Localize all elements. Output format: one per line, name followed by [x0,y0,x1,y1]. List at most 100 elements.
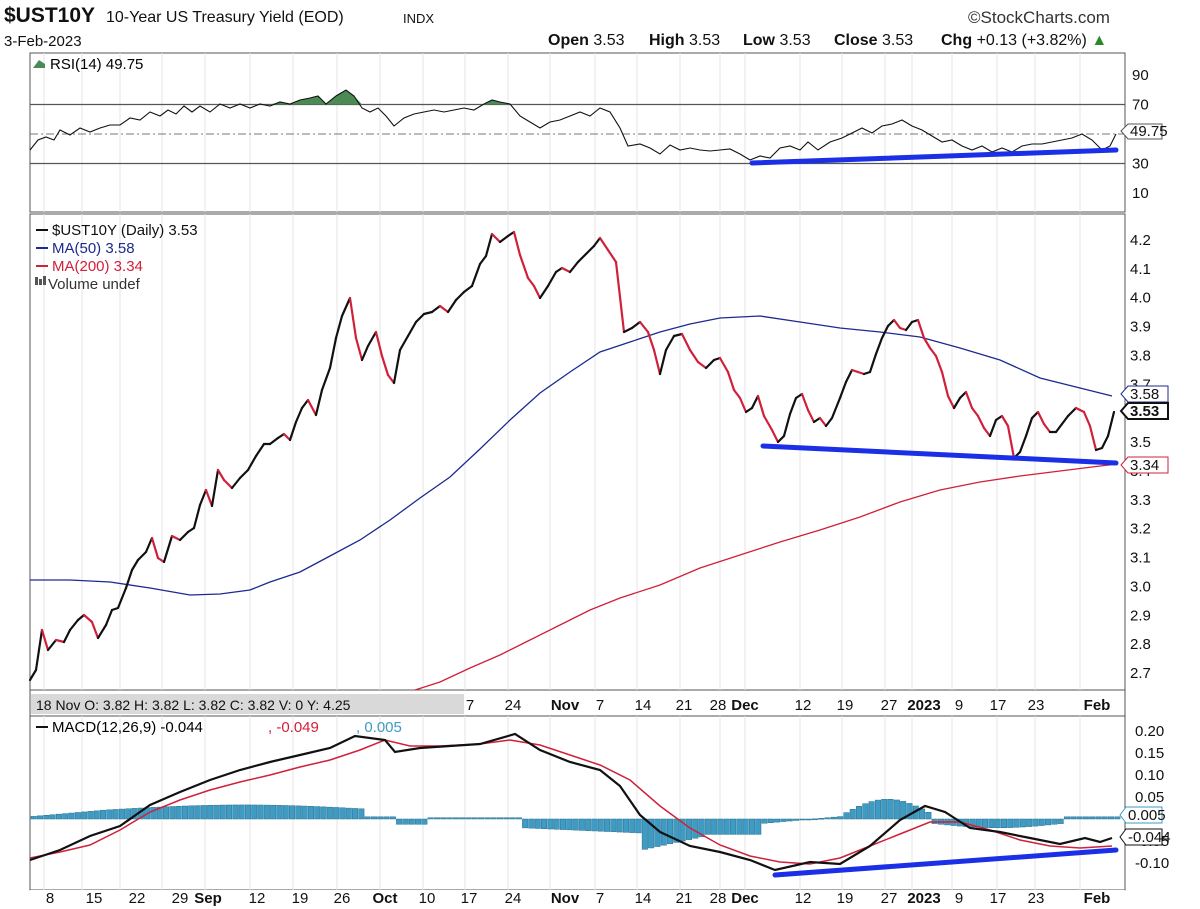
bottom-date-label: 7 [596,890,604,907]
macd-hist-bar [1082,816,1089,820]
macd-trendline [772,847,1119,878]
macd-hist-bar [465,817,472,820]
price-segment [994,414,1004,422]
macd-hist-bar [1108,816,1115,820]
rsi-value-badge [1120,123,1163,140]
mid-date-label: Dec [731,697,759,714]
price-segment [940,370,950,398]
macd-hist-bar [774,818,781,823]
macd-hist-bar [667,818,674,845]
price-segment [1030,410,1040,420]
ma200-line [414,463,1119,691]
price-segment [1054,422,1064,434]
price-segment [812,416,822,424]
price-tick-label: 2.8 [1130,636,1151,653]
price-segment [638,320,650,334]
macd-hist-bar [188,805,195,820]
macd-hist-bar [118,808,125,820]
price-segment [672,332,684,338]
bottom-date-label: 19 [292,890,309,907]
chart-symbol: $UST10Y [4,4,96,27]
macd-hist-bar [591,818,598,832]
price-legend-0: $UST10Y (Daily) 3.53 [52,222,198,239]
macd-hist-bar [125,808,132,820]
price-segment [288,420,298,442]
price-segment [838,380,848,400]
bottom-date-label: 19 [837,890,854,907]
macd-hist-bar [490,817,497,820]
macd-tick-label: 0.10 [1135,767,1164,784]
macd-hist-bar [389,816,396,820]
ma200-badge [1120,456,1169,474]
price-segment [806,408,816,424]
macd-hist-bar [244,804,251,820]
macd-hist-bar [37,815,44,820]
macd-hist-bar [289,805,296,820]
macd-hist-bar [150,807,157,820]
quote-high: High 3.53 [649,32,721,49]
macd-hist-bar [755,818,762,835]
price-segment [646,330,656,352]
price-segment [1106,410,1116,438]
price-segment [776,434,786,444]
macd-hist-bar [843,812,850,820]
price-segment [76,613,86,622]
price-segment [490,232,502,244]
macd-hist-bar [622,818,629,833]
price-segment [130,558,140,572]
macd-hist-bar [30,816,37,820]
price-segment [964,390,974,410]
price-segment [614,260,626,334]
macd-hist-bar [257,804,264,820]
mid-date-label: 19 [837,697,854,714]
price-segment [96,623,108,640]
macd-hist-bar [55,813,62,820]
price-segment [800,392,810,412]
macd-hist-bar [219,804,226,820]
chart-title: 10-Year US Treasury Yield (EOD) [106,9,344,26]
mid-date-label: 7 [596,697,604,714]
macd-hist-bar [1057,818,1064,824]
quote-low: Low 3.53 [743,32,811,49]
price-segment [756,394,766,418]
macd-hist-bar [452,817,459,820]
price-segment [216,468,226,482]
exchange-label: INDX [403,11,435,26]
price-segment [178,530,190,542]
price-segment [518,253,530,280]
price-tick-label: 4.2 [1130,232,1151,249]
price-tick-label: 3.1 [1130,550,1151,567]
mid-date-label: Feb [1084,697,1111,714]
panel-frame-0 [29,52,1126,213]
macd-hist-bar [402,818,409,825]
price-segment [334,314,344,340]
price-segment [726,370,736,392]
macd-hist-bar [232,804,239,820]
bottom-date-label: 14 [635,890,652,907]
mid-date-label: 27 [881,697,898,714]
bottom-date-label: 27 [881,890,898,907]
macd-hist-bar [320,806,327,820]
macd-hist-bar [541,818,548,829]
price-segment [46,638,58,652]
bottom-date-label: Feb [1084,890,1111,907]
price-segment [946,394,956,410]
price-segment [136,550,148,562]
price-segment [958,390,968,400]
price-tick-label: 3.5 [1130,434,1151,451]
price-segment [904,320,914,332]
price-segment [246,454,258,472]
bottom-date-label: Dec [731,890,759,907]
price-segment [366,330,378,348]
macd-hist-bar [478,817,485,820]
price-segment [1060,414,1070,426]
macd-hist-bar [1013,818,1020,828]
price-segment [498,234,510,244]
hover-info-text: 18 Nov O: 3.82 H: 3.82 L: 3.82 C: 3.82 V… [36,697,351,713]
brand-link[interactable]: ©StockCharts.com [968,8,1110,27]
price-segment [90,620,100,640]
price-segment [238,468,250,480]
date-strip [30,890,1125,909]
macd-hist-bar [270,804,277,820]
